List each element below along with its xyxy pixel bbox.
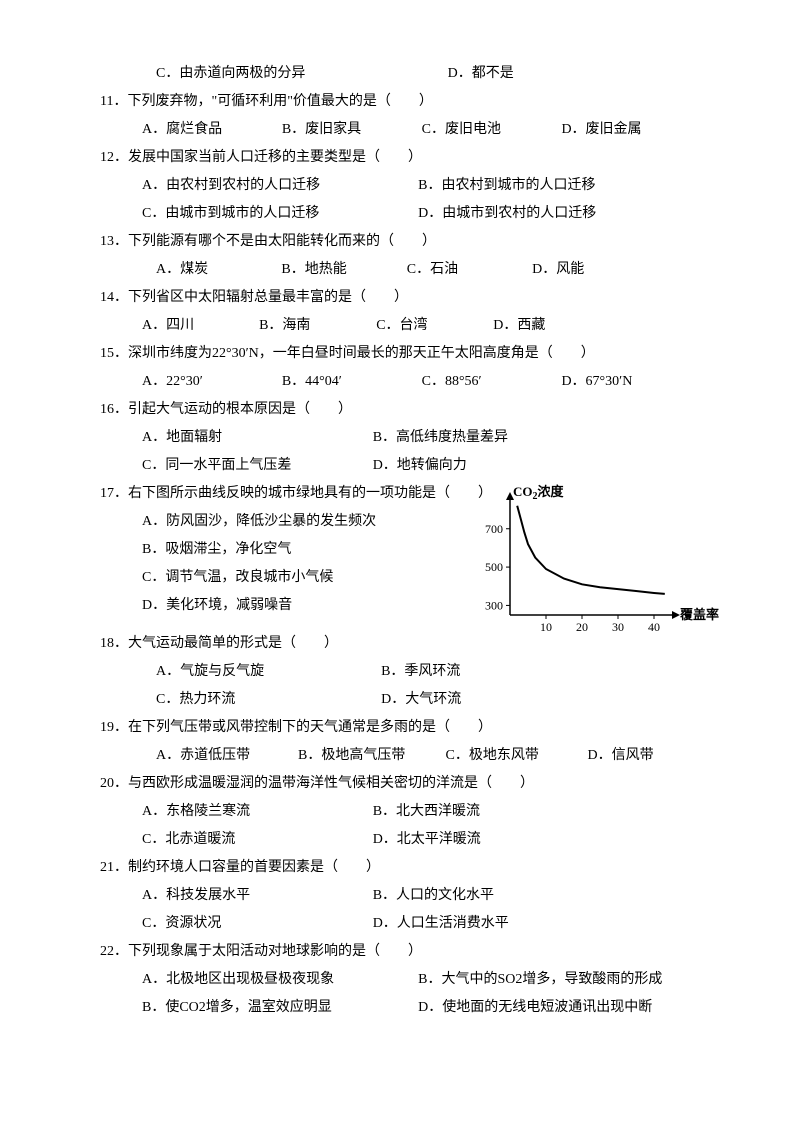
option-d: D．美化环境，减弱噪音 (142, 598, 292, 613)
question-stem: 19．在下列气压带或风带控制下的天气通常是多雨的是（ ） (100, 714, 710, 742)
option-row: C．由城市到城市的人口迁移 D．由城市到农村的人口迁移 (100, 200, 710, 228)
option-d: D．信风带 (588, 742, 654, 770)
option-a: A．气旋与反气旋 (156, 658, 378, 686)
option-row: C．同一水平面上气压差 D．地转偏向力 (100, 452, 710, 480)
option-row: A．四川 B．海南 C．台湾 D．西藏 (100, 312, 710, 340)
option-d: D．人口生活消费水平 (373, 910, 509, 938)
option-row: C．热力环流 D．大气环流 (100, 686, 710, 714)
question-12: 12．发展中国家当前人口迁移的主要类型是（ ） A．由农村到农村的人口迁移 B．… (100, 144, 710, 228)
option-d: D．大气环流 (381, 686, 461, 714)
co2-coverage-chart: 30050070010203040CO2浓度覆盖率 (470, 482, 720, 648)
question-16: 16．引起大气运动的根本原因是（ ） A．地面辐射 B．高低纬度热量差异 C．同… (100, 396, 710, 480)
question-stem: 21．制约环境人口容量的首要因素是（ ） (100, 854, 710, 882)
question-stem: 22．下列现象属于太阳活动对地球影响的是（ ） (100, 938, 710, 966)
question-stem: 13．下列能源有哪个不是由太阳能转化而来的（ ） (100, 228, 710, 256)
option-row: B．使CO2增多，温室效应明显 D．使地面的无线电短波通讯出现中断 (100, 994, 710, 1022)
option-c: C．废旧电池 (422, 116, 558, 144)
option-d: D．北太平洋暖流 (373, 826, 481, 854)
question-stem: 16．引起大气运动的根本原因是（ ） (100, 396, 710, 424)
question-stem: 11．下列废弃物，"可循环利用"价值最大的是（ ） (100, 88, 710, 116)
option-d: D．风能 (532, 256, 654, 284)
question-21: 21．制约环境人口容量的首要因素是（ ） A．科技发展水平 B．人口的文化水平 … (100, 854, 710, 938)
option-b: B．大气中的SO2增多，导致酸雨的形成 (418, 966, 691, 994)
option-a: A．赤道低压带 (156, 742, 295, 770)
question-13: 13．下列能源有哪个不是由太阳能转化而来的（ ） A．煤炭 B．地热能 C．石油… (100, 228, 710, 284)
option-b: B．废旧家具 (282, 116, 418, 144)
option-row: A．腐烂食品 B．废旧家具 C．废旧电池 D．废旧金属 (100, 116, 710, 144)
chart-svg: 30050070010203040CO2浓度覆盖率 (470, 482, 720, 637)
option-c: C．石油 (407, 256, 529, 284)
option-d: D．地转偏向力 (373, 452, 467, 480)
option-c: C．由城市到城市的人口迁移 (142, 200, 415, 228)
option-a: A．煤炭 (156, 256, 278, 284)
option-b: B．高低纬度热量差异 (373, 424, 508, 452)
option-d: D．废旧金属 (561, 116, 697, 144)
option-row: A．北极地区出现极昼极夜现象 B．大气中的SO2增多，导致酸雨的形成 (100, 966, 710, 994)
option-b: B．人口的文化水平 (373, 882, 494, 910)
option-b: B．由农村到城市的人口迁移 (418, 172, 691, 200)
option-c: C．台湾 (376, 312, 490, 340)
option-row: A．地面辐射 B．高低纬度热量差异 (100, 424, 710, 452)
option-b: B．地热能 (281, 256, 403, 284)
question-stem: 14．下列省区中太阳辐射总量最丰富的是（ ） (100, 284, 710, 312)
option-a: A．东格陵兰寒流 (142, 798, 369, 826)
option-c: B．使CO2增多，温室效应明显 (142, 994, 415, 1022)
option-row: A．22°30′ B．44°04′ C．88°56′ D．67°30′N (100, 368, 710, 396)
svg-text:500: 500 (485, 560, 503, 574)
option-d: D．都不是 (448, 60, 514, 88)
option-c: C．88°56′ (422, 368, 558, 396)
question-10-partial: C．由赤道向两极的分异 D．都不是 (100, 60, 710, 88)
option-c: C．调节气温，改良城市小气候 (142, 570, 333, 585)
option-row: A．由农村到农村的人口迁移 B．由农村到城市的人口迁移 (100, 172, 710, 200)
question-11: 11．下列废弃物，"可循环利用"价值最大的是（ ） A．腐烂食品 B．废旧家具 … (100, 88, 710, 144)
question-stem: 18．大气运动最简单的形式是（ ） (100, 630, 710, 658)
option-a: A．防风固沙，降低沙尘暴的发生频次 (142, 514, 376, 529)
option-row: C．由赤道向两极的分异 D．都不是 (100, 60, 710, 88)
question-15: 15．深圳市纬度为22°30′N，一年白昼时间最长的那天正午太阳高度角是（ ） … (100, 340, 710, 396)
option-row: C．资源状况 D．人口生活消费水平 (100, 910, 710, 938)
question-20: 20．与西欧形成温暖湿润的温带海洋性气候相关密切的洋流是（ ） A．东格陵兰寒流… (100, 770, 710, 854)
option-c: C．热力环流 (156, 686, 378, 714)
option-d: D．西藏 (493, 312, 607, 340)
option-row: C．北赤道暖流 D．北太平洋暖流 (100, 826, 710, 854)
option-row: A．东格陵兰寒流 B．北大西洋暖流 (100, 798, 710, 826)
option-d: D．由城市到农村的人口迁移 (418, 200, 691, 228)
option-a: A．四川 (142, 312, 256, 340)
question-17: 17．右下图所示曲线反映的城市绿地具有的一项功能是（ ） A．防风固沙，降低沙尘… (100, 480, 710, 630)
option-a: A．22°30′ (142, 368, 278, 396)
option-b: B．极地高气压带 (298, 742, 442, 770)
option-b: B．北大西洋暖流 (373, 798, 480, 826)
option-row: A．煤炭 B．地热能 C．石油 D．风能 (100, 256, 710, 284)
question-14: 14．下列省区中太阳辐射总量最丰富的是（ ） A．四川 B．海南 C．台湾 D．… (100, 284, 710, 340)
question-stem: 20．与西欧形成温暖湿润的温带海洋性气候相关密切的洋流是（ ） (100, 770, 710, 798)
option-b: B．吸烟滞尘，净化空气 (142, 542, 291, 557)
option-a: A．腐烂食品 (142, 116, 278, 144)
option-d: D．使地面的无线电短波通讯出现中断 (418, 994, 691, 1022)
option-c: C．极地东风带 (446, 742, 585, 770)
question-stem: 15．深圳市纬度为22°30′N，一年白昼时间最长的那天正午太阳高度角是（ ） (100, 340, 710, 368)
option-b: B．海南 (259, 312, 373, 340)
svg-text:覆盖率: 覆盖率 (680, 607, 719, 622)
svg-text:700: 700 (485, 522, 503, 536)
option-row: A．科技发展水平 B．人口的文化水平 (100, 882, 710, 910)
option-c: C．由赤道向两极的分异 (156, 60, 444, 88)
question-stem: 12．发展中国家当前人口迁移的主要类型是（ ） (100, 144, 710, 172)
option-a: A．科技发展水平 (142, 882, 369, 910)
option-c: C．北赤道暖流 (142, 826, 369, 854)
svg-text:300: 300 (485, 598, 503, 612)
option-a: A．由农村到农村的人口迁移 (142, 172, 415, 200)
question-22: 22．下列现象属于太阳活动对地球影响的是（ ） A．北极地区出现极昼极夜现象 B… (100, 938, 710, 1022)
option-c: C．资源状况 (142, 910, 369, 938)
question-19: 19．在下列气压带或风带控制下的天气通常是多雨的是（ ） A．赤道低压带 B．极… (100, 714, 710, 770)
option-a: A．地面辐射 (142, 424, 369, 452)
option-row: A．气旋与反气旋 B．季风环流 (100, 658, 710, 686)
question-18: 18．大气运动最简单的形式是（ ） A．气旋与反气旋 B．季风环流 C．热力环流… (100, 630, 710, 714)
option-b: B．44°04′ (282, 368, 418, 396)
option-row: A．赤道低压带 B．极地高气压带 C．极地东风带 D．信风带 (100, 742, 710, 770)
option-b: B．季风环流 (381, 658, 460, 686)
option-c: C．同一水平面上气压差 (142, 452, 369, 480)
option-a: A．北极地区出现极昼极夜现象 (142, 966, 415, 994)
option-d: D．67°30′N (561, 368, 697, 396)
svg-text:CO2浓度: CO2浓度 (513, 484, 565, 502)
